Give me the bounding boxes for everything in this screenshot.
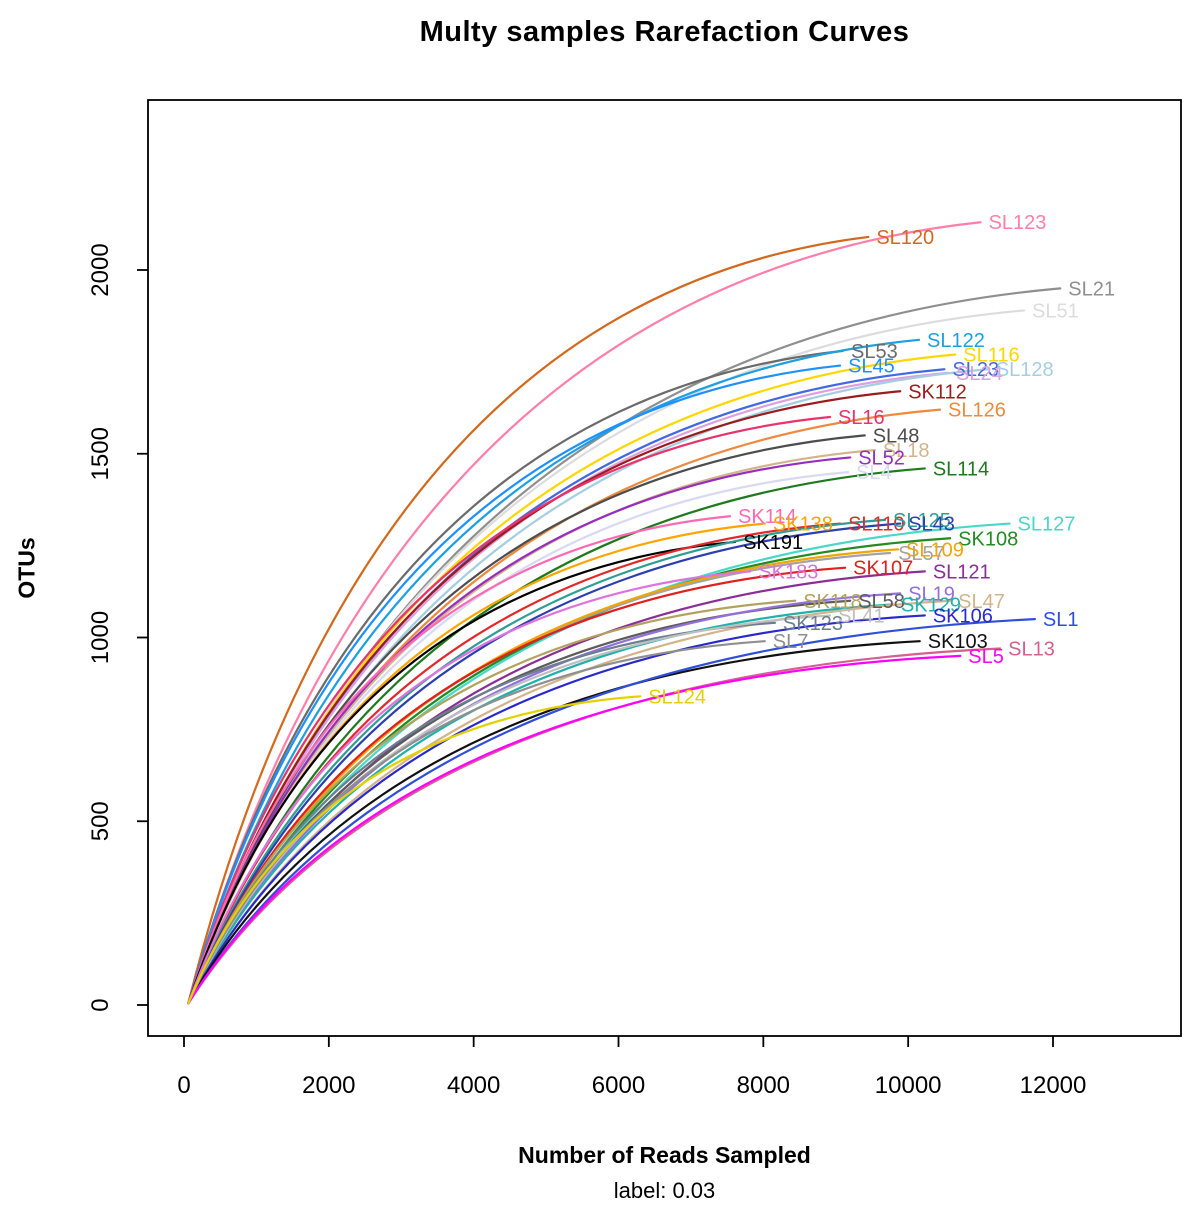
plot-frame: [147, 99, 1182, 1037]
curve-SL5: [187, 654, 962, 1005]
curve-label-SL23: SL23: [952, 359, 999, 381]
y-tick-label: 500: [87, 801, 114, 841]
curve-SL58: [187, 599, 852, 1005]
curve-label-SL19: SL19: [908, 583, 955, 605]
curve-SL24: [187, 371, 950, 1005]
curve-SL23: [187, 368, 946, 1005]
x-tick-label: 12000: [1020, 1072, 1087, 1099]
curve-label-SL126: SL126: [948, 400, 1006, 422]
curve-SL121: [187, 570, 926, 1005]
curve-label-SL48: SL48: [873, 425, 920, 447]
curve-SL45: [187, 364, 842, 1005]
curve-label-SL125: SL125: [893, 510, 951, 532]
curve-SL124: [187, 695, 642, 1005]
curve-label-SL5: SL5: [968, 646, 1004, 668]
curve-label-SK129: SK129: [901, 594, 961, 616]
curve-SL13: [187, 647, 1002, 1005]
curve-label-SL116: SL116: [963, 345, 1019, 367]
curve-label-SL18: SL18: [883, 440, 930, 462]
curve-label-SL123: SL123: [989, 212, 1047, 234]
curve-SK191: [187, 540, 737, 1005]
curve-label-SK114: SK114: [738, 506, 797, 528]
curve-label-SL124: SL124: [648, 686, 706, 708]
curve-SL122: [187, 338, 921, 1005]
curve-label-SL51: SL51: [1032, 300, 1079, 322]
x-axis-title: Number of Reads Sampled: [518, 1142, 811, 1168]
curve-label-SL58: SL58: [858, 591, 905, 613]
curve-label-SL13: SL13: [1008, 639, 1055, 661]
curve-label-SK191: SK191: [743, 532, 803, 554]
curve-SL19: [187, 592, 902, 1005]
curve-label-SK123: SK123: [783, 613, 843, 635]
curve-SL43: [187, 522, 902, 1005]
curve-SL53: [187, 349, 845, 1005]
curve-SK183: [187, 570, 752, 1005]
curve-SL7: [187, 640, 766, 1005]
x-tick-label: 6000: [592, 1072, 645, 1099]
curve-label-SL24: SL24: [956, 363, 1003, 385]
curve-label-SL47: SL47: [958, 591, 1005, 613]
curve-label-SL53: SL53: [851, 341, 898, 363]
curve-SL123: [187, 221, 982, 1005]
curve-label-SK106: SK106: [933, 605, 993, 627]
curve-label-SL109: SL109: [906, 539, 964, 561]
curve-label-SL45: SL45: [848, 356, 895, 378]
curve-SL41: [187, 614, 832, 1005]
curve-SL120: [187, 235, 870, 1005]
curve-label-SL120: SL120: [876, 227, 934, 249]
curve-label-SK108: SK108: [958, 528, 1018, 550]
x-tick-label: 8000: [737, 1072, 790, 1099]
curve-label-SL43: SL43: [908, 514, 955, 536]
curve-label-SK112: SK112: [908, 381, 967, 403]
x-tick-label: 2000: [302, 1072, 355, 1099]
x-tick-label: 4000: [447, 1072, 500, 1099]
curve-SL48: [187, 434, 866, 1005]
chart-title: Multy samples Rarefaction Curves: [419, 16, 910, 48]
curve-SL16: [187, 415, 832, 1005]
curve-label-SK107: SK107: [853, 558, 913, 580]
x-tick-label: 10000: [875, 1072, 942, 1099]
curve-SL125: [187, 518, 887, 1005]
curve-label-SK118: SK118: [803, 591, 862, 613]
curve-label-SL52: SL52: [858, 447, 905, 469]
curve-label-SK138: SK138: [773, 514, 833, 536]
curve-SL1: [187, 618, 1036, 1005]
curve-SK106: [187, 614, 926, 1005]
curve-label-SL110: SL110: [848, 514, 904, 536]
curve-label-SL1: SL1: [1043, 609, 1079, 631]
curve-label-SL122: SL122: [927, 330, 985, 352]
curve-SK118: [187, 599, 797, 1005]
curve-label-SK103: SK103: [928, 631, 988, 653]
curve-label-SL21: SL21: [1068, 278, 1115, 300]
y-tick-label: 1500: [87, 427, 114, 480]
x-axis-sublabel: label: 0.03: [613, 1178, 716, 1203]
curve-SK114: [187, 515, 732, 1005]
curve-label-SL4: SL4: [856, 462, 892, 484]
curve-SL110: [187, 522, 842, 1005]
curve-label-SL114: SL114: [933, 458, 989, 480]
curve-label-SL121: SL121: [933, 561, 991, 583]
y-tick-label: 1000: [87, 611, 114, 664]
y-tick-label: 0: [87, 998, 114, 1011]
curve-label-SL7: SL7: [773, 631, 809, 653]
curve-label-SL127: SL127: [1018, 514, 1076, 536]
curve-label-SL16: SL16: [838, 407, 885, 429]
curve-label-SL57: SL57: [898, 543, 945, 565]
x-tick-label: 0: [177, 1072, 190, 1099]
curve-SK103: [187, 640, 921, 1005]
curve-label-SL128: SL128: [996, 359, 1054, 381]
y-tick-label: 2000: [87, 243, 114, 296]
curve-SK129: [187, 603, 895, 1005]
curve-label-SL41: SL41: [838, 605, 885, 627]
curve-label-SK183: SK183: [758, 561, 818, 583]
